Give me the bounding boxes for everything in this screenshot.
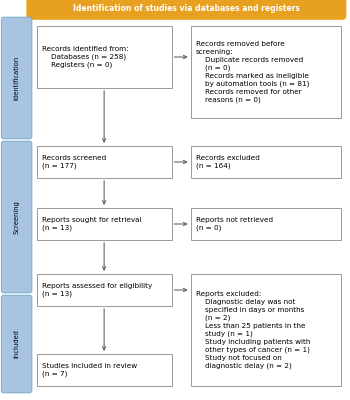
Text: Identification of studies via databases and registers: Identification of studies via databases … xyxy=(73,4,300,13)
Text: Studies included in review
(n = 7): Studies included in review (n = 7) xyxy=(42,363,137,377)
FancyBboxPatch shape xyxy=(191,274,341,386)
Text: Reports assessed for eligibility
(n = 13): Reports assessed for eligibility (n = 13… xyxy=(42,283,152,297)
Text: Identification: Identification xyxy=(14,56,20,100)
FancyBboxPatch shape xyxy=(37,146,172,178)
Text: Records screened
(n = 177): Records screened (n = 177) xyxy=(42,155,106,169)
Text: Records removed before
screening:
    Duplicate records removed
    (n = 0)
    : Records removed before screening: Duplic… xyxy=(196,41,309,103)
FancyBboxPatch shape xyxy=(191,26,341,118)
Text: Records excluded
(n = 164): Records excluded (n = 164) xyxy=(196,155,260,169)
FancyBboxPatch shape xyxy=(37,274,172,306)
FancyBboxPatch shape xyxy=(37,354,172,386)
Text: Reports excluded:
    Diagnostic delay was not
    specified in days or months
 : Reports excluded: Diagnostic delay was n… xyxy=(196,291,310,369)
Text: Records identified from:
    Databases (n = 258)
    Registers (n = 0): Records identified from: Databases (n = … xyxy=(42,46,129,68)
FancyBboxPatch shape xyxy=(27,0,346,19)
Text: Included: Included xyxy=(14,330,20,358)
FancyBboxPatch shape xyxy=(1,17,32,139)
FancyBboxPatch shape xyxy=(37,208,172,240)
Text: Reports not retrieved
(n = 0): Reports not retrieved (n = 0) xyxy=(196,217,273,231)
FancyBboxPatch shape xyxy=(37,26,172,88)
Text: Reports sought for retrieval
(n = 13): Reports sought for retrieval (n = 13) xyxy=(42,217,141,231)
FancyBboxPatch shape xyxy=(1,295,32,393)
FancyBboxPatch shape xyxy=(1,141,32,293)
FancyBboxPatch shape xyxy=(191,208,341,240)
FancyBboxPatch shape xyxy=(191,146,341,178)
Text: Screening: Screening xyxy=(14,200,20,234)
